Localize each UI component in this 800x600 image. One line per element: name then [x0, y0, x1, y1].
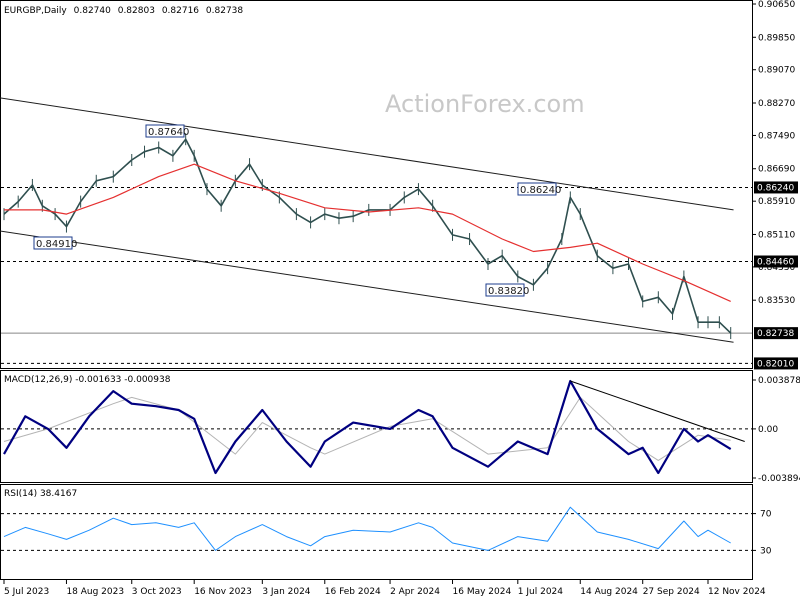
level-price-tag: 0.82010: [754, 357, 798, 370]
point-label: 0.84910: [33, 236, 77, 250]
point-label: 0.83820: [485, 283, 529, 297]
price-line: [3, 138, 732, 334]
price-axis-label: 0.87490: [758, 131, 795, 141]
x-axis-label: 16 May 2024: [453, 587, 512, 597]
price-axis-label: 0.89850: [758, 33, 795, 43]
x-axis-label: 16 Nov 2023: [194, 587, 252, 597]
x-axis-label: 14 Aug 2024: [580, 587, 638, 597]
point-label-box: [145, 124, 185, 138]
macd-axis-label: 0.00: [758, 425, 778, 435]
macd-trendline: [570, 380, 745, 442]
level-tag-box: [754, 181, 798, 194]
channel-upper-line: [0, 97, 734, 211]
macd-axis-label: 0.003878: [758, 376, 800, 386]
ohlc-low: 0.82716: [162, 6, 199, 16]
point-label-text: 0.86240: [520, 185, 561, 196]
level-tag-text: 0.82738: [757, 329, 794, 339]
x-axis-label: 1 Jul 2024: [518, 587, 563, 597]
macd-signal-line: [3, 396, 731, 461]
symbol-title: EURGBP,Daily: [4, 6, 67, 16]
level-tag-box: [754, 255, 798, 268]
x-axis-label: 16 Feb 2024: [325, 587, 381, 597]
watermark: ActionForex.com: [385, 90, 585, 118]
price-panel: [0, 0, 753, 369]
level-tag-text: 0.86240: [757, 183, 794, 193]
rsi-panel: [0, 484, 753, 580]
level-price-tag: 0.82738: [754, 327, 798, 340]
x-axis-label: 3 Jan 2024: [262, 587, 310, 597]
point-label-text: 0.84910: [36, 239, 77, 250]
macd-line: [3, 379, 732, 475]
price-axis-label: 0.83530: [758, 296, 795, 306]
symbol-header: EURGBP,Daily 0.82740 0.82803 0.82716 0.8…: [4, 6, 243, 16]
x-axis-label: 27 Sep 2024: [643, 587, 700, 597]
macd-title: MACD(12,26,9) -0.001633 -0.000938: [4, 375, 171, 385]
ohlc-high: 0.82803: [118, 6, 155, 16]
point-label-text: 0.87640: [148, 127, 189, 138]
rsi-line: [3, 506, 731, 551]
price-axis-label: 0.84330: [758, 263, 795, 273]
price-axis-label: 0.86690: [758, 165, 795, 175]
x-axis-label: 12 Nov 2024: [708, 587, 766, 597]
level-tag-box: [754, 357, 798, 370]
price-axis-label: 0.85910: [758, 197, 795, 207]
price-axis-label: 0.89070: [758, 66, 795, 76]
rsi-axis-label: 70: [760, 510, 772, 520]
level-tag-text: 0.82010: [757, 359, 794, 369]
point-label: 0.87640: [145, 124, 189, 138]
macd-axis-label: -0.003894: [758, 474, 800, 484]
channel-lower-line: [0, 230, 734, 343]
ohlc-open: 0.82740: [74, 6, 111, 16]
x-axis-label: 2 Apr 2024: [390, 587, 440, 597]
point-label-box: [33, 236, 73, 250]
rsi-title: RSI(14) 38.4167: [4, 489, 77, 499]
point-label-text: 0.83820: [488, 286, 529, 297]
ohlc-close: 0.82738: [206, 6, 243, 16]
point-label: 0.86240: [517, 182, 561, 196]
price-axis-label: 0.90650: [758, 0, 795, 10]
level-price-tag: 0.84460: [754, 255, 798, 268]
x-axis-label: 5 Jul 2023: [4, 587, 49, 597]
moving-average-line: [4, 163, 731, 302]
level-tag-box: [754, 327, 798, 340]
point-label-box: [485, 283, 525, 297]
rsi-axis-label: 30: [760, 546, 772, 556]
price-axis-label: 0.85110: [758, 230, 795, 240]
level-tag-text: 0.84460: [757, 258, 794, 268]
x-axis-label: 18 Aug 2023: [66, 587, 124, 597]
price-axis-label: 0.88270: [758, 99, 795, 109]
point-label-box: [517, 182, 557, 196]
x-axis-label: 3 Oct 2023: [132, 587, 182, 597]
level-price-tag: 0.86240: [754, 181, 798, 194]
